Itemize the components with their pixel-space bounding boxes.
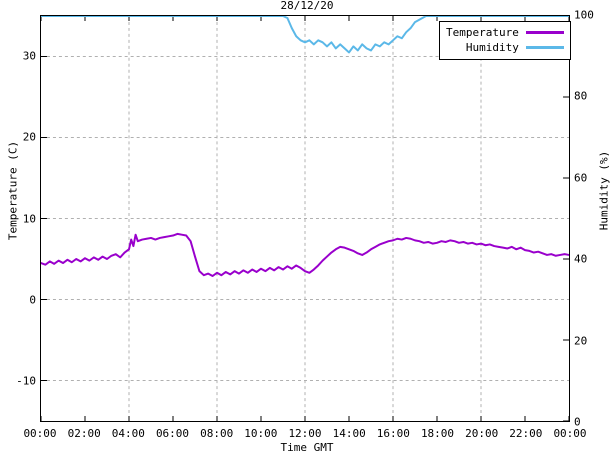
- y-axis-right-tick-label: 80: [574, 89, 588, 103]
- x-axis-tick-label: 00:00: [23, 427, 57, 440]
- legend-label-humidity: Humidity: [465, 41, 519, 54]
- y-axis-right-tick-label: 40: [574, 252, 588, 266]
- y-axis-right-tick-label: 100: [574, 8, 594, 22]
- plot-area: [40, 15, 570, 422]
- x-axis-tick-label: 18:00: [420, 427, 455, 440]
- y-axis-right-tick-label: 0: [574, 415, 581, 429]
- y-axis-left-tick-label: 20: [22, 130, 36, 144]
- y-axis-left-ticks: -10 0 10 20 30: [0, 15, 36, 422]
- x-axis-tick-label: 14:00: [332, 427, 366, 440]
- x-axis-tick-label: 06:00: [155, 427, 190, 440]
- series-lines: [41, 16, 569, 278]
- legend-swatch-temperature: [525, 31, 564, 34]
- x-axis-tick-label: 22:00: [509, 427, 543, 440]
- chart-title: 28/12/20: [280, 0, 334, 12]
- x-axis-tick-label: 04:00: [111, 427, 145, 440]
- x-axis-title: Time GMT: [280, 441, 334, 454]
- x-axis-tick-label: 08:00: [200, 427, 234, 440]
- gridlines: [41, 16, 569, 421]
- y-axis-right-ticks: 0 20 40 60 80 100: [574, 9, 614, 429]
- legend-item-temperature[interactable]: Temperature: [446, 25, 564, 40]
- y-axis-right-tick-label: 60: [574, 171, 588, 185]
- x-axis-tick-label: 12:00: [288, 427, 322, 440]
- y-axis-left-tick-label: -10: [16, 374, 36, 388]
- x-axis-tick-label: 10:00: [244, 427, 278, 440]
- chart-legend: Temperature Humidity: [439, 21, 571, 60]
- legend-label-temperature: Temperature: [446, 26, 519, 39]
- x-axis-ticks: 00:00 02:00 04:00 06:00 08:00 10:00 12:00 14:00…: [23, 427, 586, 443]
- y-axis-right-tick-label: 20: [574, 334, 588, 348]
- x-axis-tick-label: 16:00: [376, 427, 410, 440]
- x-axis-tick-label: 02:00: [67, 427, 101, 440]
- x-axis-tick-label: 00:00: [553, 427, 587, 440]
- y-axis-left-tick-label: 0: [29, 293, 36, 307]
- x-axis-tick-label: 20:00: [465, 427, 499, 440]
- y-axis-left-tick-label: 10: [22, 212, 36, 225]
- y-axis-left-tick-label: 30: [22, 49, 36, 63]
- legend-swatch-humidity: [525, 46, 564, 49]
- legend-item-humidity[interactable]: Humidity: [446, 40, 564, 55]
